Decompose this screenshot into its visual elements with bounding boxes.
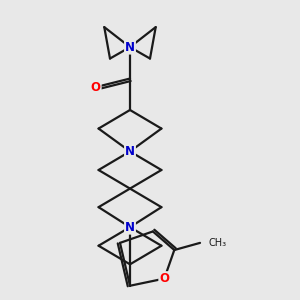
Text: CH₃: CH₃	[208, 238, 227, 248]
Text: O: O	[159, 272, 169, 285]
Text: O: O	[91, 81, 101, 94]
Text: N: N	[125, 221, 135, 234]
Text: N: N	[125, 40, 135, 54]
Text: N: N	[125, 145, 135, 158]
